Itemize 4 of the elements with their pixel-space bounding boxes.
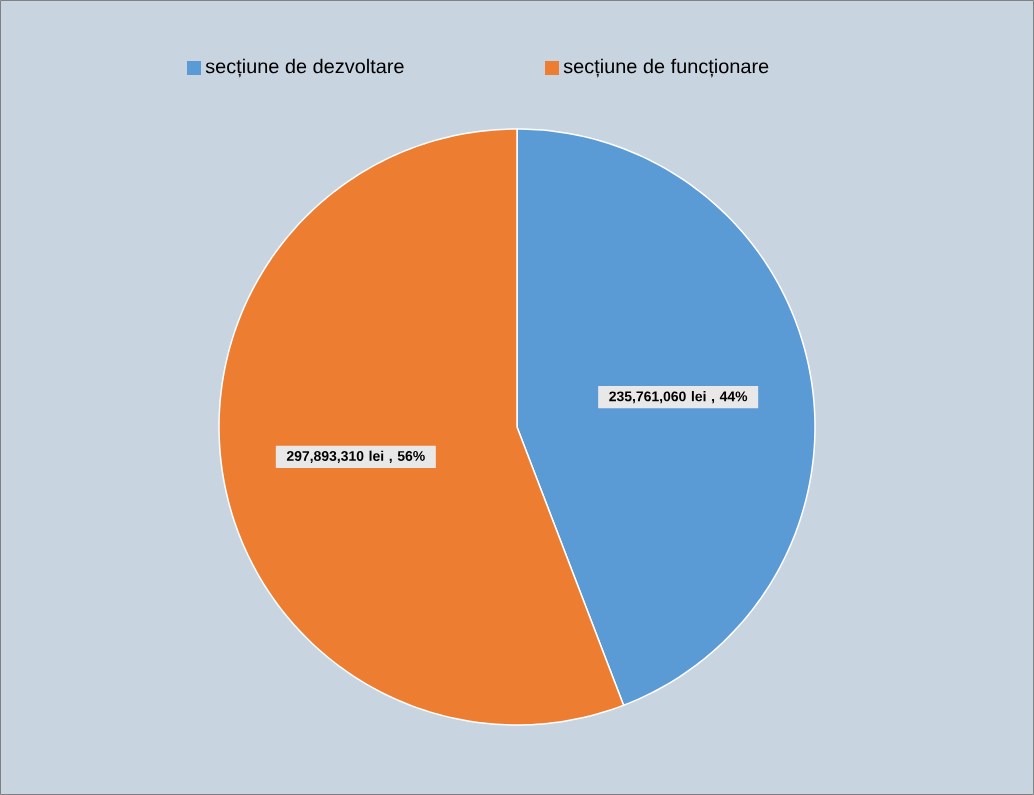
legend-label: secțiune de dezvoltare [205,58,404,78]
data-label: 297,893,310 lei , 56% [286,450,425,463]
data-label: 235,761,060 lei , 44% [609,391,748,404]
legend-label: secțiune de funcționare [563,58,769,78]
